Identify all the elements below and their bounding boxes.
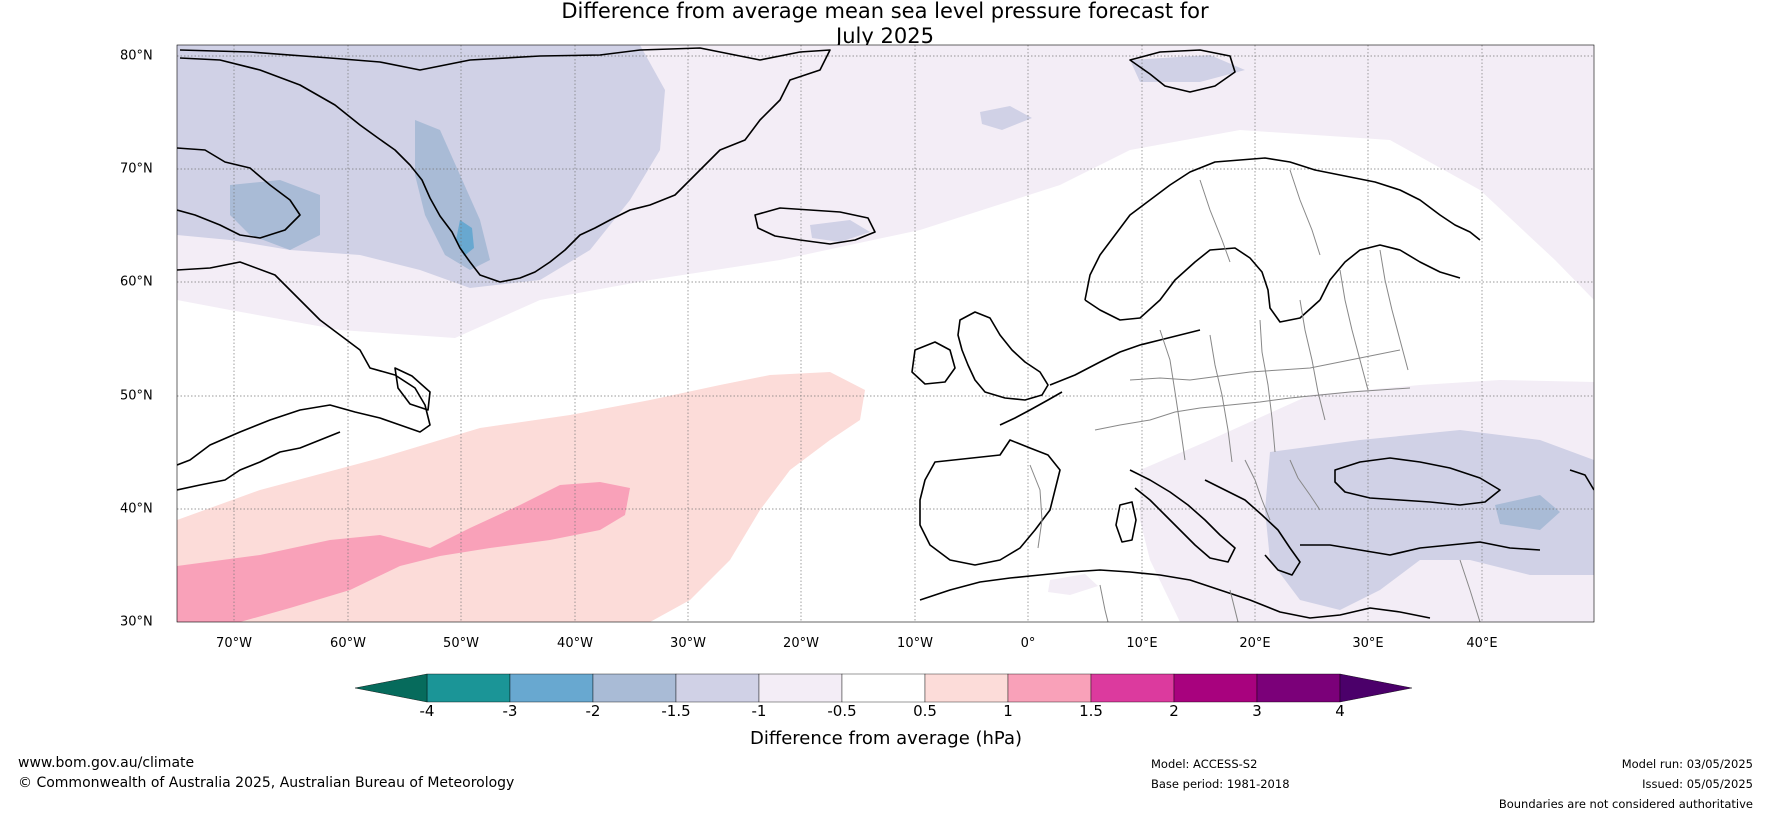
colorbar-tick-label: 2: [1169, 702, 1179, 720]
colorbar-low-extend: [354, 673, 428, 703]
colorbar-segment: [841, 673, 926, 703]
colorbar-title: Difference from average (hPa): [749, 728, 1023, 749]
colorbar-tick-label: -0.5: [827, 702, 857, 720]
graticule: [177, 45, 1594, 622]
colorbar-tick-label: 1.5: [1079, 702, 1103, 720]
anomaly-region-lavender-black-sea: [1265, 430, 1594, 610]
colorbar-tick-label: -1.5: [661, 702, 691, 720]
colorbar-segment: [1256, 673, 1341, 703]
coastline-italy: [1129, 469, 1236, 563]
coastline-caspian: [1569, 469, 1594, 491]
colorbar-tick-label: -1: [751, 702, 767, 720]
footer-base-period: Base period: 1981-2018: [1151, 777, 1290, 791]
map-title-line1: Difference from average mean sea level p…: [561, 0, 1209, 23]
coastline-sardinia: [1115, 501, 1137, 543]
colorbar-segment: [924, 673, 1009, 703]
colorbar-segment: [1007, 673, 1092, 703]
lat-label-70n: 70°N: [120, 161, 153, 177]
anomaly-region-blue-greenland: [456, 220, 474, 256]
colorbar-high-extend: [1339, 673, 1413, 703]
anomaly-region-lavender-norwegian-sea: [980, 106, 1032, 130]
lon-label-20e: 20°E: [1239, 636, 1271, 651]
colorbar-segment: [509, 673, 594, 703]
coastline-great-britain: [957, 311, 1049, 401]
map-border: [176, 44, 1595, 623]
lat-label-40n: 40°N: [120, 501, 153, 517]
coastline-iberia: [919, 439, 1061, 566]
anomaly-region-blue-grey-caucasus: [1495, 495, 1560, 530]
anomaly-region-lavender-iceland: [810, 220, 870, 242]
anomaly-region-light-lavender-sahara: [1048, 574, 1098, 595]
colorbar-segment: [426, 673, 511, 703]
colorbar-tick-label: -3: [502, 702, 518, 720]
lon-label-30w: 30°W: [670, 636, 706, 651]
coastline-balkans: [1204, 479, 1301, 576]
colorbar-segment: [1173, 673, 1258, 703]
coastline-svalbard: [1129, 49, 1236, 93]
footer-website: www.bom.gov.au/climate: [18, 755, 195, 771]
lon-label-70w: 70°W: [216, 636, 252, 651]
colorbar-segment: [592, 673, 677, 703]
coastline-finland: [1319, 244, 1461, 301]
colorbar-tick-label: 4: [1335, 702, 1345, 720]
lon-label-10w: 10°W: [897, 636, 933, 651]
lon-label-20w: 20°W: [783, 636, 819, 651]
coastline-nova-scotia: [177, 431, 341, 491]
coastline-north-africa: [919, 569, 1431, 619]
coastline-black-sea: [1334, 457, 1501, 506]
footer-disclaimer: Boundaries are not considered authoritat…: [1498, 797, 1753, 811]
coastline-ireland: [911, 341, 956, 385]
colorbar-tick-label: 0.5: [913, 702, 937, 720]
lon-label-0: 0°: [1020, 636, 1036, 651]
anomaly-region-lavender-svalbard: [1130, 55, 1245, 82]
coastline-iceland: [754, 207, 876, 245]
lon-label-50w: 50°W: [443, 636, 479, 651]
coastline-greenland: [179, 47, 831, 283]
coastline-western-europe: [1049, 329, 1201, 386]
lon-label-10e: 10°E: [1126, 636, 1158, 651]
footer-copyright: © Commonwealth of Australia 2025, Austra…: [18, 775, 515, 791]
colorbar-segment: [1090, 673, 1175, 703]
lon-label-40e: 40°E: [1466, 636, 1498, 651]
colorbar-tick-label: -4: [419, 702, 435, 720]
colorbar-tick-label: -2: [585, 702, 601, 720]
colorbar-tick-label: 1: [1003, 702, 1013, 720]
colorbar: [354, 673, 1413, 703]
anomaly-fields: [177, 45, 1594, 622]
coastline-scandinavia: [1084, 157, 1481, 301]
lat-label-80n: 80°N: [120, 48, 153, 64]
coastline-baffin: [177, 147, 301, 239]
coastline-anatolia: [1300, 541, 1541, 556]
country-borders: [1029, 169, 1481, 622]
colorbar-segment: [758, 673, 843, 703]
footer-model-run: Model run: 03/05/2025: [1621, 757, 1753, 771]
anomaly-region-blue-grey-labrador: [230, 180, 320, 250]
lon-label-60w: 60°W: [330, 636, 366, 651]
footer-model: Model: ACCESS-S2: [1151, 757, 1258, 771]
lon-label-30e: 30°E: [1352, 636, 1384, 651]
coastline-france: [999, 391, 1063, 426]
colorbar-segment: [675, 673, 760, 703]
colorbar-tick-label: 3: [1252, 702, 1262, 720]
footer-issued: Issued: 05/05/2025: [1642, 777, 1753, 791]
anomaly-region-pink-atlantic: [177, 482, 630, 622]
coastline-labrador: [177, 261, 431, 466]
lon-label-40w: 40°W: [557, 636, 593, 651]
map-title-line2: July 2025: [836, 24, 934, 48]
lat-label-30n: 30°N: [120, 614, 153, 630]
coastlines: [177, 47, 1594, 619]
coastline-newfoundland: [394, 367, 431, 411]
lat-label-50n: 50°N: [120, 388, 153, 404]
map-title: Difference from average mean sea level p…: [0, 0, 1770, 49]
lat-label-60n: 60°N: [120, 274, 153, 290]
coastline-norway-south: [1084, 247, 1321, 323]
